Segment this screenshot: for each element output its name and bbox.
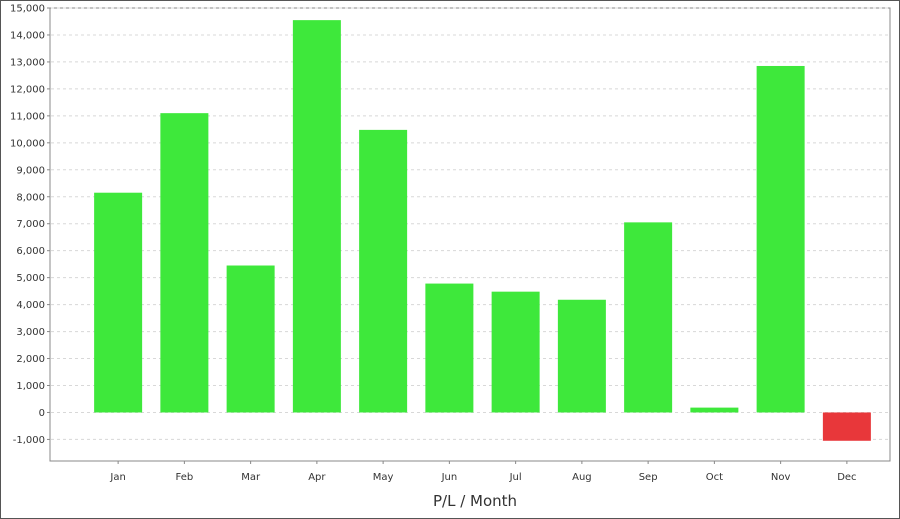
bar-jan xyxy=(94,192,143,413)
x-axis-ticks: Jan Feb Mar Apr May Jun Jul Aug Sep Oct Nov Dec xyxy=(109,461,857,483)
x-axis-title: P/L / Month xyxy=(433,492,517,510)
x-tick-label: Jul xyxy=(509,472,522,483)
x-tick-label: Jan xyxy=(109,472,125,483)
x-tick-label: Dec xyxy=(837,472,856,483)
bar-may xyxy=(359,129,408,413)
y-tick-label: 10,000 xyxy=(10,138,45,149)
bar-jun xyxy=(425,283,474,413)
y-tick-label: 8,000 xyxy=(16,192,45,203)
bar-mar xyxy=(226,265,275,413)
x-tick-label: Jun xyxy=(441,472,458,483)
y-tick-label: 9,000 xyxy=(16,165,45,176)
y-tick-label: 13,000 xyxy=(10,57,45,68)
x-tick-label: Mar xyxy=(241,472,261,483)
x-tick-label: Oct xyxy=(706,472,723,483)
x-tick-label: Apr xyxy=(308,472,326,483)
y-axis-ticks: -1,000 0 1,000 2,000 3,000 4,000 5,000 6,000 7,0… xyxy=(10,4,50,446)
bars xyxy=(94,20,871,441)
x-tick-label: Aug xyxy=(572,472,592,483)
y-tick-label: 1,000 xyxy=(16,381,45,392)
bar-oct xyxy=(690,407,739,413)
bar-nov xyxy=(756,65,805,413)
y-tick-label: 11,000 xyxy=(10,111,45,122)
bar-dec xyxy=(822,412,871,441)
x-tick-label: Nov xyxy=(771,472,791,483)
bar-feb xyxy=(160,113,209,413)
y-tick-label: 15,000 xyxy=(10,4,45,15)
y-tick-label: 6,000 xyxy=(16,246,45,257)
bar-jul xyxy=(491,291,540,413)
bar-aug xyxy=(557,299,606,413)
x-tick-label: Feb xyxy=(176,472,194,483)
y-tick-label: 12,000 xyxy=(10,84,45,95)
y-tick-label: 3,000 xyxy=(16,327,45,338)
y-tick-label: 14,000 xyxy=(10,30,45,41)
x-tick-label: Sep xyxy=(639,472,658,483)
y-tick-label: 2,000 xyxy=(16,354,45,365)
bar-apr xyxy=(292,20,341,413)
y-tick-label: 7,000 xyxy=(16,219,45,230)
y-tick-label: 4,000 xyxy=(16,300,45,311)
y-tick-label: 5,000 xyxy=(16,273,45,284)
y-tick-label: 0 xyxy=(39,408,45,419)
x-tick-label: May xyxy=(373,472,394,483)
bar-sep xyxy=(624,222,673,413)
y-tick-label: -1,000 xyxy=(13,435,45,446)
